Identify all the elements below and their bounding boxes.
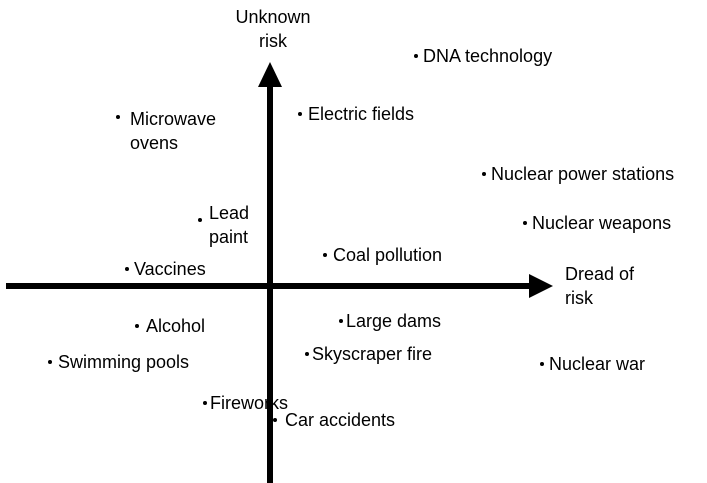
node-label: Nuclear power stations (491, 164, 675, 184)
node-label: Microwave ovens (130, 109, 217, 153)
node-label: Coal pollution (333, 245, 443, 265)
node-label: Nuclear war (549, 354, 646, 374)
node-label: Nuclear weapons (532, 213, 672, 233)
node-label: Fireworks (210, 393, 289, 413)
node-label: Electric fields (308, 104, 415, 124)
node-label: Large dams (346, 311, 442, 331)
node-dot (323, 253, 327, 257)
node-label: Swimming pools (58, 352, 190, 372)
node-dot (125, 267, 129, 271)
vertical-arrowhead (258, 62, 282, 87)
node-dot (414, 54, 418, 58)
node-dot (116, 115, 120, 119)
node-dot (540, 362, 544, 366)
node-dot (305, 352, 309, 356)
node-label: Alcohol (146, 316, 206, 336)
node-label: Car accidents (285, 410, 396, 430)
node-dot (198, 218, 202, 222)
node-label: Vaccines (134, 259, 206, 279)
horizontal-axis-label: Dread of risk (565, 264, 635, 308)
node-label: Skyscraper fire (312, 344, 433, 364)
node-dot (523, 221, 527, 225)
node-label: DNA technology (423, 46, 553, 66)
node-dot (339, 319, 343, 323)
node-dot (298, 112, 302, 116)
node-dot (273, 418, 277, 422)
node-dot (203, 401, 207, 405)
node-dot (482, 172, 486, 176)
vertical-axis-label: Unknown risk (235, 7, 311, 51)
horizontal-arrowhead (529, 274, 553, 298)
node-label: Lead paint (209, 203, 250, 247)
node-dot (135, 324, 139, 328)
node-dot (48, 360, 52, 364)
